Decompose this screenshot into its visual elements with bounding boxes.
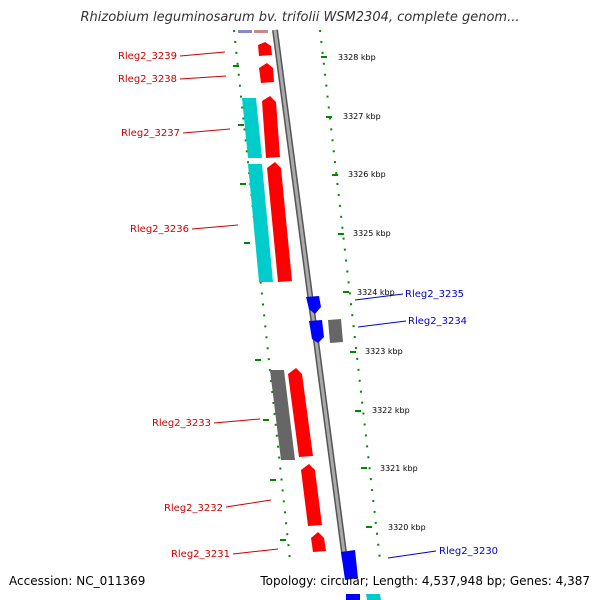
- outer-tick-track: [319, 29, 381, 561]
- accession-info: Accession: NC_011369: [9, 574, 146, 588]
- gene-label: Rleg2_3236: [130, 224, 189, 235]
- major-ticks: [321, 56, 372, 528]
- gene-label: Rleg2_3239: [118, 51, 177, 62]
- gene-rleg2-3230[interactable]: [341, 550, 358, 580]
- map-title: Rhizobium leguminosarum bv. trifolii WSM…: [80, 10, 520, 25]
- top-partial-features: [238, 30, 268, 33]
- kbp-label: 3327 kbp: [343, 112, 381, 121]
- genome-summary: Topology: circular; Length: 4,537,948 bp…: [260, 574, 590, 588]
- kbp-label: 3324 kbp: [357, 288, 395, 297]
- kbp-labels: 3328 kbp 3327 kbp 3326 kbp 3325 kbp 3324…: [338, 53, 426, 532]
- cds-features: [242, 98, 381, 600]
- kbp-label: 3323 kbp: [365, 347, 403, 356]
- gene-rleg2-3237[interactable]: [262, 96, 280, 158]
- kbp-label: 3322 kbp: [372, 406, 410, 415]
- gene-rleg2-3238[interactable]: [259, 63, 274, 83]
- gene-rleg2-3236[interactable]: [267, 162, 292, 282]
- gene-labels: Rleg2_3239 Rleg2_3238 Rleg2_3237 Rleg2_3…: [118, 51, 498, 560]
- inner-tick-track: [233, 29, 291, 561]
- gene-label: Rleg2_3233: [152, 418, 211, 429]
- kbp-label: 3326 kbp: [348, 170, 386, 179]
- inner-major-ticks: [233, 65, 286, 541]
- reverse-genes[interactable]: [306, 296, 360, 600]
- gene-rleg2-3231[interactable]: [311, 532, 326, 552]
- kbp-label: 3321 kbp: [380, 464, 418, 473]
- gene-rleg2-3232[interactable]: [301, 464, 322, 526]
- forward-genes[interactable]: [258, 42, 326, 552]
- kbp-label: 3328 kbp: [338, 53, 376, 62]
- gene-label: Rleg2_3230: [439, 546, 498, 557]
- gene-label: Rleg2_3234: [408, 316, 467, 327]
- gene-rleg2-3233[interactable]: [288, 368, 313, 457]
- kbp-label: 3320 kbp: [388, 523, 426, 532]
- gene-label: Rleg2_3238: [118, 74, 177, 85]
- gene-rleg2-3239[interactable]: [258, 42, 272, 56]
- gene-label: Rleg2_3231: [171, 549, 230, 560]
- other-features: [270, 319, 343, 460]
- backbone: [272, 29, 348, 561]
- gene-label: Rleg2_3237: [121, 128, 180, 139]
- label-connectors: [179, 51, 437, 559]
- kbp-label: 3325 kbp: [353, 229, 391, 238]
- gene-rleg2-3235[interactable]: [306, 296, 321, 314]
- gene-rleg2-3234[interactable]: [309, 320, 324, 343]
- gene-label: Rleg2_3232: [164, 503, 223, 514]
- gene-label: Rleg2_3235: [405, 289, 464, 300]
